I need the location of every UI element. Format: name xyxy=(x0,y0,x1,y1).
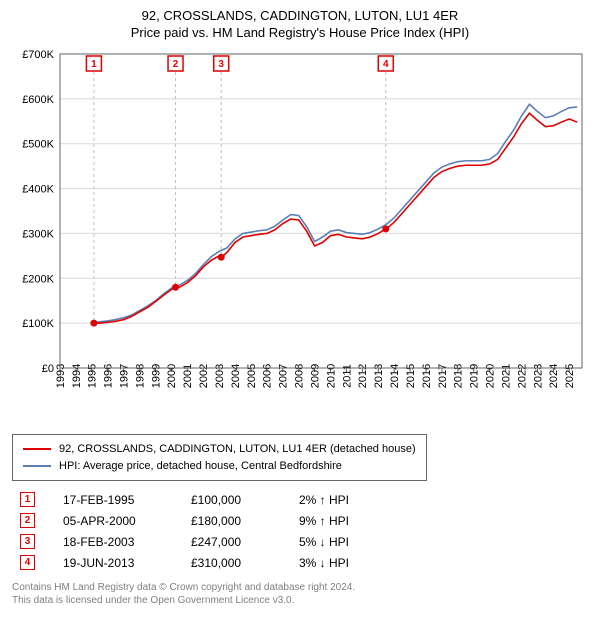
svg-text:3: 3 xyxy=(218,59,224,70)
table-row: 2 05-APR-2000 £180,000 9% ↑ HPI xyxy=(12,510,588,531)
sale-price: £310,000 xyxy=(191,556,271,570)
legend-item-property: 92, CROSSLANDS, CADDINGTON, LUTON, LU1 4… xyxy=(23,441,416,458)
svg-text:2003: 2003 xyxy=(214,364,226,388)
footer-line: Contains HM Land Registry data © Crown c… xyxy=(12,581,588,594)
svg-text:£0: £0 xyxy=(42,363,54,375)
svg-text:£600K: £600K xyxy=(22,94,54,106)
legend-label: HPI: Average price, detached house, Cent… xyxy=(59,458,342,475)
svg-text:2015: 2015 xyxy=(405,364,417,388)
svg-text:2009: 2009 xyxy=(309,364,321,388)
svg-text:2006: 2006 xyxy=(262,364,274,388)
sales-table: 1 17-FEB-1995 £100,000 2% ↑ HPI 2 05-APR… xyxy=(12,489,588,573)
svg-text:2016: 2016 xyxy=(421,364,433,388)
svg-text:2: 2 xyxy=(173,59,179,70)
sale-delta: 9% ↑ HPI xyxy=(299,514,389,528)
svg-text:1996: 1996 xyxy=(103,364,115,388)
sale-date: 19-JUN-2013 xyxy=(63,556,163,570)
sale-date: 18-FEB-2003 xyxy=(63,535,163,549)
svg-text:£400K: £400K xyxy=(22,184,54,196)
svg-text:2004: 2004 xyxy=(230,364,242,388)
svg-text:2002: 2002 xyxy=(198,364,210,388)
svg-text:2014: 2014 xyxy=(389,364,401,388)
table-row: 4 19-JUN-2013 £310,000 3% ↓ HPI xyxy=(12,552,588,573)
svg-text:1995: 1995 xyxy=(87,364,99,388)
sale-price: £180,000 xyxy=(191,514,271,528)
sale-marker-icon: 3 xyxy=(20,534,35,549)
svg-text:2017: 2017 xyxy=(437,364,449,388)
sale-price: £247,000 xyxy=(191,535,271,549)
legend-label: 92, CROSSLANDS, CADDINGTON, LUTON, LU1 4… xyxy=(59,441,416,458)
sale-delta: 3% ↓ HPI xyxy=(299,556,389,570)
legend: 92, CROSSLANDS, CADDINGTON, LUTON, LU1 4… xyxy=(12,434,427,481)
svg-text:2013: 2013 xyxy=(373,364,385,388)
svg-text:2012: 2012 xyxy=(357,364,369,388)
table-row: 3 18-FEB-2003 £247,000 5% ↓ HPI xyxy=(12,531,588,552)
svg-text:£300K: £300K xyxy=(22,228,54,240)
legend-swatch xyxy=(23,465,51,467)
sale-marker-icon: 2 xyxy=(20,513,35,528)
footer-line: This data is licensed under the Open Gov… xyxy=(12,594,588,607)
legend-swatch xyxy=(23,448,51,450)
svg-text:1993: 1993 xyxy=(55,364,67,388)
svg-text:1999: 1999 xyxy=(150,364,162,388)
svg-text:2019: 2019 xyxy=(469,364,481,388)
chart-titles: 92, CROSSLANDS, CADDINGTON, LUTON, LU1 4… xyxy=(12,8,588,40)
line-chart-svg: £0 £100K £200K £300K £400K £500K £600K £700K 199… xyxy=(12,48,588,428)
sale-delta: 2% ↑ HPI xyxy=(299,493,389,507)
chart-title: 92, CROSSLANDS, CADDINGTON, LUTON, LU1 4… xyxy=(12,8,588,23)
svg-text:2018: 2018 xyxy=(453,364,465,388)
sale-marker-icon: 1 xyxy=(20,492,35,507)
footer-attribution: Contains HM Land Registry data © Crown c… xyxy=(12,581,588,607)
svg-text:2023: 2023 xyxy=(532,364,544,388)
sale-date: 17-FEB-1995 xyxy=(63,493,163,507)
svg-text:2008: 2008 xyxy=(294,364,306,388)
svg-text:1997: 1997 xyxy=(119,364,131,388)
sale-marker-icon: 4 xyxy=(20,555,35,570)
svg-text:£500K: £500K xyxy=(22,139,54,151)
svg-text:1998: 1998 xyxy=(134,364,146,388)
svg-text:2000: 2000 xyxy=(166,364,178,388)
svg-text:£200K: £200K xyxy=(22,273,54,285)
chart-subtitle: Price paid vs. HM Land Registry's House … xyxy=(12,25,588,40)
svg-text:1994: 1994 xyxy=(71,364,83,388)
svg-text:2022: 2022 xyxy=(516,364,528,388)
svg-text:2024: 2024 xyxy=(548,364,560,388)
svg-text:4: 4 xyxy=(383,59,389,70)
sale-delta: 5% ↓ HPI xyxy=(299,535,389,549)
sale-date: 05-APR-2000 xyxy=(63,514,163,528)
svg-text:2005: 2005 xyxy=(246,364,258,388)
svg-text:2021: 2021 xyxy=(500,364,512,388)
svg-text:2007: 2007 xyxy=(278,364,290,388)
svg-text:£100K: £100K xyxy=(22,318,54,330)
table-row: 1 17-FEB-1995 £100,000 2% ↑ HPI xyxy=(12,489,588,510)
chart-area: £0 £100K £200K £300K £400K £500K £600K £700K 199… xyxy=(12,48,588,428)
svg-text:2020: 2020 xyxy=(485,364,497,388)
legend-item-hpi: HPI: Average price, detached house, Cent… xyxy=(23,458,416,475)
svg-text:£700K: £700K xyxy=(22,49,54,61)
svg-text:2010: 2010 xyxy=(325,364,337,388)
svg-text:2025: 2025 xyxy=(564,364,576,388)
svg-text:2001: 2001 xyxy=(182,364,194,388)
sale-price: £100,000 xyxy=(191,493,271,507)
svg-text:1: 1 xyxy=(91,59,97,70)
